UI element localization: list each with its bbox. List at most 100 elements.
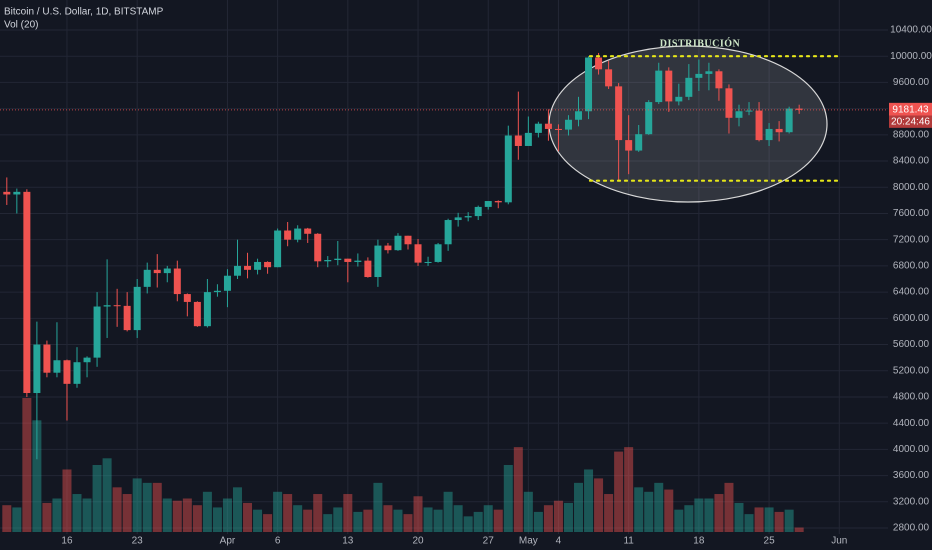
candle-body: [334, 258, 342, 260]
volume-bar: [744, 514, 754, 532]
volume-bar: [694, 498, 704, 532]
candle-body: [715, 71, 723, 89]
candle-body: [645, 102, 653, 135]
candle-body: [785, 108, 793, 133]
volume-bar: [232, 487, 242, 532]
candle-body: [595, 57, 603, 70]
volume-bar: [644, 491, 654, 532]
volume-bar: [794, 527, 804, 532]
candle-body: [73, 362, 81, 384]
volume-bar: [664, 489, 674, 532]
volume-bar: [202, 491, 212, 532]
volume-bar: [654, 482, 664, 532]
volume-bar: [263, 514, 273, 532]
candle-body: [504, 135, 512, 203]
candle-body: [534, 123, 542, 133]
candle-body: [745, 110, 753, 112]
candle-body: [294, 228, 302, 240]
volume-bar: [273, 491, 283, 532]
y-tick-label: 3200.00: [893, 496, 930, 507]
volume-bar: [42, 502, 52, 532]
candle-body: [755, 110, 763, 141]
volume-bar: [373, 482, 383, 532]
volume-bar: [784, 509, 794, 532]
countdown-label: 20:24:46: [891, 116, 930, 127]
volume-bar: [403, 514, 413, 532]
volume-bar: [182, 498, 192, 532]
volume-bar: [152, 482, 162, 532]
candle-body: [454, 217, 462, 221]
volume-bar: [413, 496, 423, 532]
y-tick-label: 6000.00: [893, 313, 930, 324]
volume-bar: [102, 458, 112, 532]
candle-body: [725, 88, 733, 118]
x-tick-label: May: [519, 536, 538, 547]
volume-bar: [323, 514, 333, 532]
candle-body: [223, 275, 231, 291]
candle-body: [274, 230, 282, 268]
candle-body: [775, 128, 783, 133]
volume-bar: [112, 487, 122, 532]
price-badge-label: 9181.43: [892, 104, 929, 115]
x-tick-label: 27: [483, 536, 495, 547]
volume-bar: [162, 498, 172, 532]
candle-body: [695, 73, 703, 78]
candle-body: [374, 245, 382, 278]
y-tick-label: 8400.00: [893, 156, 930, 167]
candle-body: [203, 292, 211, 327]
candle-body: [665, 70, 673, 102]
candle-body: [795, 108, 803, 110]
countdown-badge: [889, 115, 932, 128]
candle-body: [735, 111, 743, 118]
volume-bar: [313, 494, 323, 532]
volume-bar: [293, 505, 303, 532]
candle-body: [233, 265, 241, 276]
candle-body: [434, 244, 442, 262]
volume-bar: [604, 494, 614, 532]
volume-bar: [594, 478, 604, 532]
volume-bar: [624, 447, 634, 532]
candle-body: [494, 201, 502, 203]
candle-body: [464, 216, 472, 218]
candle-body: [655, 70, 663, 103]
volume-bar: [433, 509, 443, 532]
x-tick-label: Apr: [220, 536, 236, 547]
volume-bar: [754, 507, 764, 532]
volume-bar: [363, 509, 373, 532]
y-tick-label: 4400.00: [893, 418, 930, 429]
volume-bar: [72, 494, 82, 532]
volume-bar: [52, 498, 62, 532]
marks: [0, 52, 888, 532]
candle-body: [304, 228, 312, 234]
volume-bar: [563, 502, 573, 532]
volume-bar: [684, 505, 694, 532]
y-tick-label: 5200.00: [893, 365, 930, 376]
volume-bar: [343, 494, 353, 532]
volume-bar: [734, 502, 744, 532]
candle-body: [173, 268, 181, 295]
price-badge: [889, 102, 932, 116]
volume-bar: [353, 511, 363, 532]
x-tick-label: 13: [342, 536, 354, 547]
candle-body: [444, 220, 452, 245]
candle-body: [63, 360, 71, 384]
candle-body: [615, 86, 623, 141]
x-tick-label: 25: [764, 536, 776, 547]
volume-bar: [243, 502, 253, 532]
y-tick-label: 6400.00: [893, 287, 930, 298]
x-tick-label: 18: [693, 536, 705, 547]
y-tick-label: 10000.00: [890, 51, 932, 62]
chart-title: Bitcoin / U.S. Dollar, 1D, BITSTAMP: [4, 7, 164, 18]
volume-bar: [22, 398, 32, 532]
y-tick-label: 6800.00: [893, 261, 930, 272]
x-tick-label: 6: [275, 536, 281, 547]
annotation-text: DISTRIBUCIÓN: [660, 37, 741, 49]
candle-body: [705, 71, 713, 74]
candle-body: [404, 235, 412, 245]
candle-body: [585, 57, 593, 112]
y-tick-label: 4800.00: [893, 392, 930, 403]
candle-body: [474, 206, 482, 217]
candle-body: [605, 69, 613, 87]
candle-body: [564, 119, 572, 130]
